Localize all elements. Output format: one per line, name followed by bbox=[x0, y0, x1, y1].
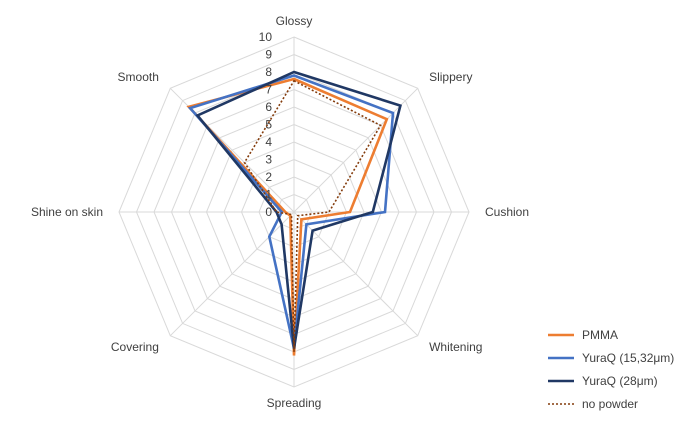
tick-layer: 0 1 2 3 4 5 6 7 8 9 10 bbox=[259, 30, 273, 219]
legend-label: no powder bbox=[582, 397, 638, 411]
grid-spoke bbox=[293, 87, 419, 213]
tick-label: 1 bbox=[265, 188, 272, 202]
axis-label: Shine on skin bbox=[31, 205, 103, 219]
tick-label: 4 bbox=[265, 135, 272, 149]
legend-label: PMMA bbox=[582, 328, 618, 342]
tick-label: 0 bbox=[265, 205, 272, 219]
tick-label: 10 bbox=[259, 30, 273, 44]
axis-label: Glossy bbox=[276, 14, 313, 28]
grid-spoke bbox=[169, 211, 295, 337]
legend: PMMA YuraQ (15,32μm) YuraQ (28μm) no powder bbox=[548, 328, 674, 411]
tick-label: 8 bbox=[265, 65, 272, 79]
axis-label: Cushion bbox=[485, 205, 529, 219]
axis-label: Slippery bbox=[429, 70, 472, 84]
tick-label: 5 bbox=[265, 118, 272, 132]
tick-label: 6 bbox=[265, 100, 272, 114]
grid-spoke bbox=[293, 211, 419, 337]
tick-label: 2 bbox=[265, 170, 272, 184]
axis-label: Smooth bbox=[118, 70, 159, 84]
tick-label: 3 bbox=[265, 153, 272, 167]
axis-label: Covering bbox=[111, 340, 159, 354]
tick-label: 7 bbox=[265, 83, 272, 97]
tick-label: 9 bbox=[265, 48, 272, 62]
axis-label: Whitening bbox=[429, 340, 482, 354]
legend-label: YuraQ (28μm) bbox=[582, 374, 658, 388]
legend-label: YuraQ (15,32μm) bbox=[582, 351, 674, 365]
axis-label: Spreading bbox=[267, 396, 322, 410]
axis-label-layer: Glossy Slippery Cushion Whitening Spreading C… bbox=[31, 14, 529, 410]
series-layer bbox=[186, 70, 402, 356]
